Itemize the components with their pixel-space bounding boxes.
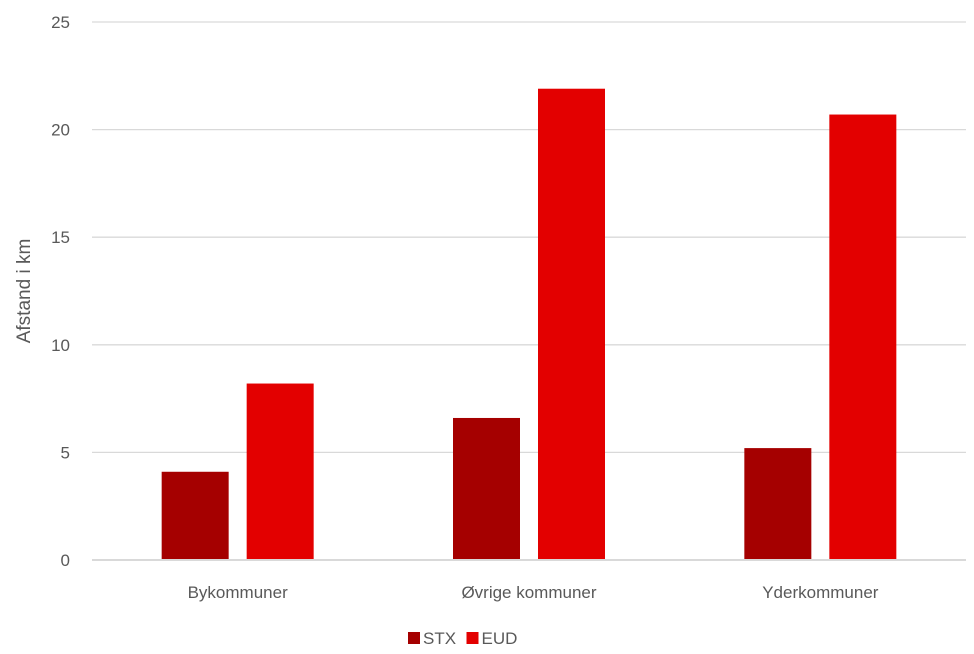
x-category-label: Yderkommuner [762,583,879,602]
bars [161,88,897,560]
bar-eud-1 [246,383,314,560]
y-tick-label: 20 [51,121,70,140]
legend-label-stx: STX [423,629,456,648]
y-tick-label: 10 [51,336,70,355]
x-category-label: Øvrige kommuner [461,583,596,602]
legend-label-eud: EUD [482,629,518,648]
bar-stx-1 [161,471,229,560]
bar-eud-3 [829,114,897,560]
legend-swatch-eud [466,632,479,644]
y-tick-label: 0 [61,551,70,570]
y-tick-label: 25 [51,13,70,32]
y-axis-label: Afstand i km [14,239,35,344]
y-tick-label: 5 [61,443,70,462]
y-tick-label: 15 [51,228,70,247]
x-category-label: Bykommuner [188,583,288,602]
legend-swatch-stx [408,632,420,644]
y-axis-ticks: 0 5 10 15 20 25 [51,13,70,570]
x-axis-categories: Bykommuner Øvrige kommuner Yderkommuner [188,583,879,602]
bar-stx-2 [453,417,520,560]
bar-eud-2 [538,88,605,560]
legend: STX EUD [408,629,517,648]
gridlines [92,21,966,454]
bar-stx-3 [744,448,812,560]
